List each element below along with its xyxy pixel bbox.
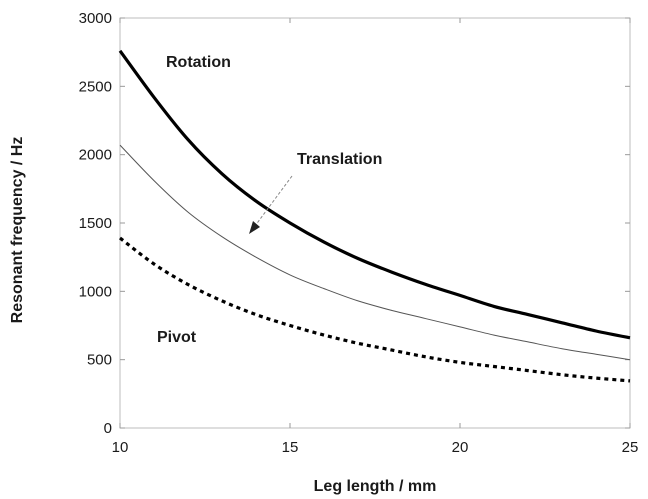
plot-frame [119, 17, 631, 429]
y-tick-label: 3000 [79, 10, 112, 27]
x-tick-label: 10 [112, 439, 129, 456]
x-tick-label: 25 [622, 439, 639, 456]
series-layer [118, 49, 631, 383]
series-line-rotation [118, 49, 631, 340]
x-tick-label: 20 [452, 439, 469, 456]
series-line-translation [119, 144, 631, 361]
x-tick-label: 15 [282, 439, 299, 456]
y-tick-label: 2500 [79, 78, 112, 95]
translation-label: Translation [297, 151, 382, 168]
translation-arrow [249, 175, 293, 234]
y-tick-label: 2000 [79, 147, 112, 164]
y-tick-label: 500 [87, 352, 112, 369]
y-tick-label: 1500 [79, 215, 112, 232]
y-axis-ticks: 0 500 1000 1500 2000 2500 3000 [79, 10, 630, 437]
plot-area [119, 17, 631, 429]
y-tick-label: 1000 [79, 283, 112, 300]
series-line-pivot [119, 236, 631, 383]
y-axis-title: Resonant frequency / Hz [9, 137, 26, 324]
x-axis-title: Leg length / mm [314, 478, 437, 495]
rotation-label: Rotation [166, 54, 231, 71]
y-tick-label: 0 [104, 420, 112, 437]
pivot-label: Pivot [157, 329, 197, 346]
x-axis-ticks: 10 15 20 25 [112, 18, 639, 456]
